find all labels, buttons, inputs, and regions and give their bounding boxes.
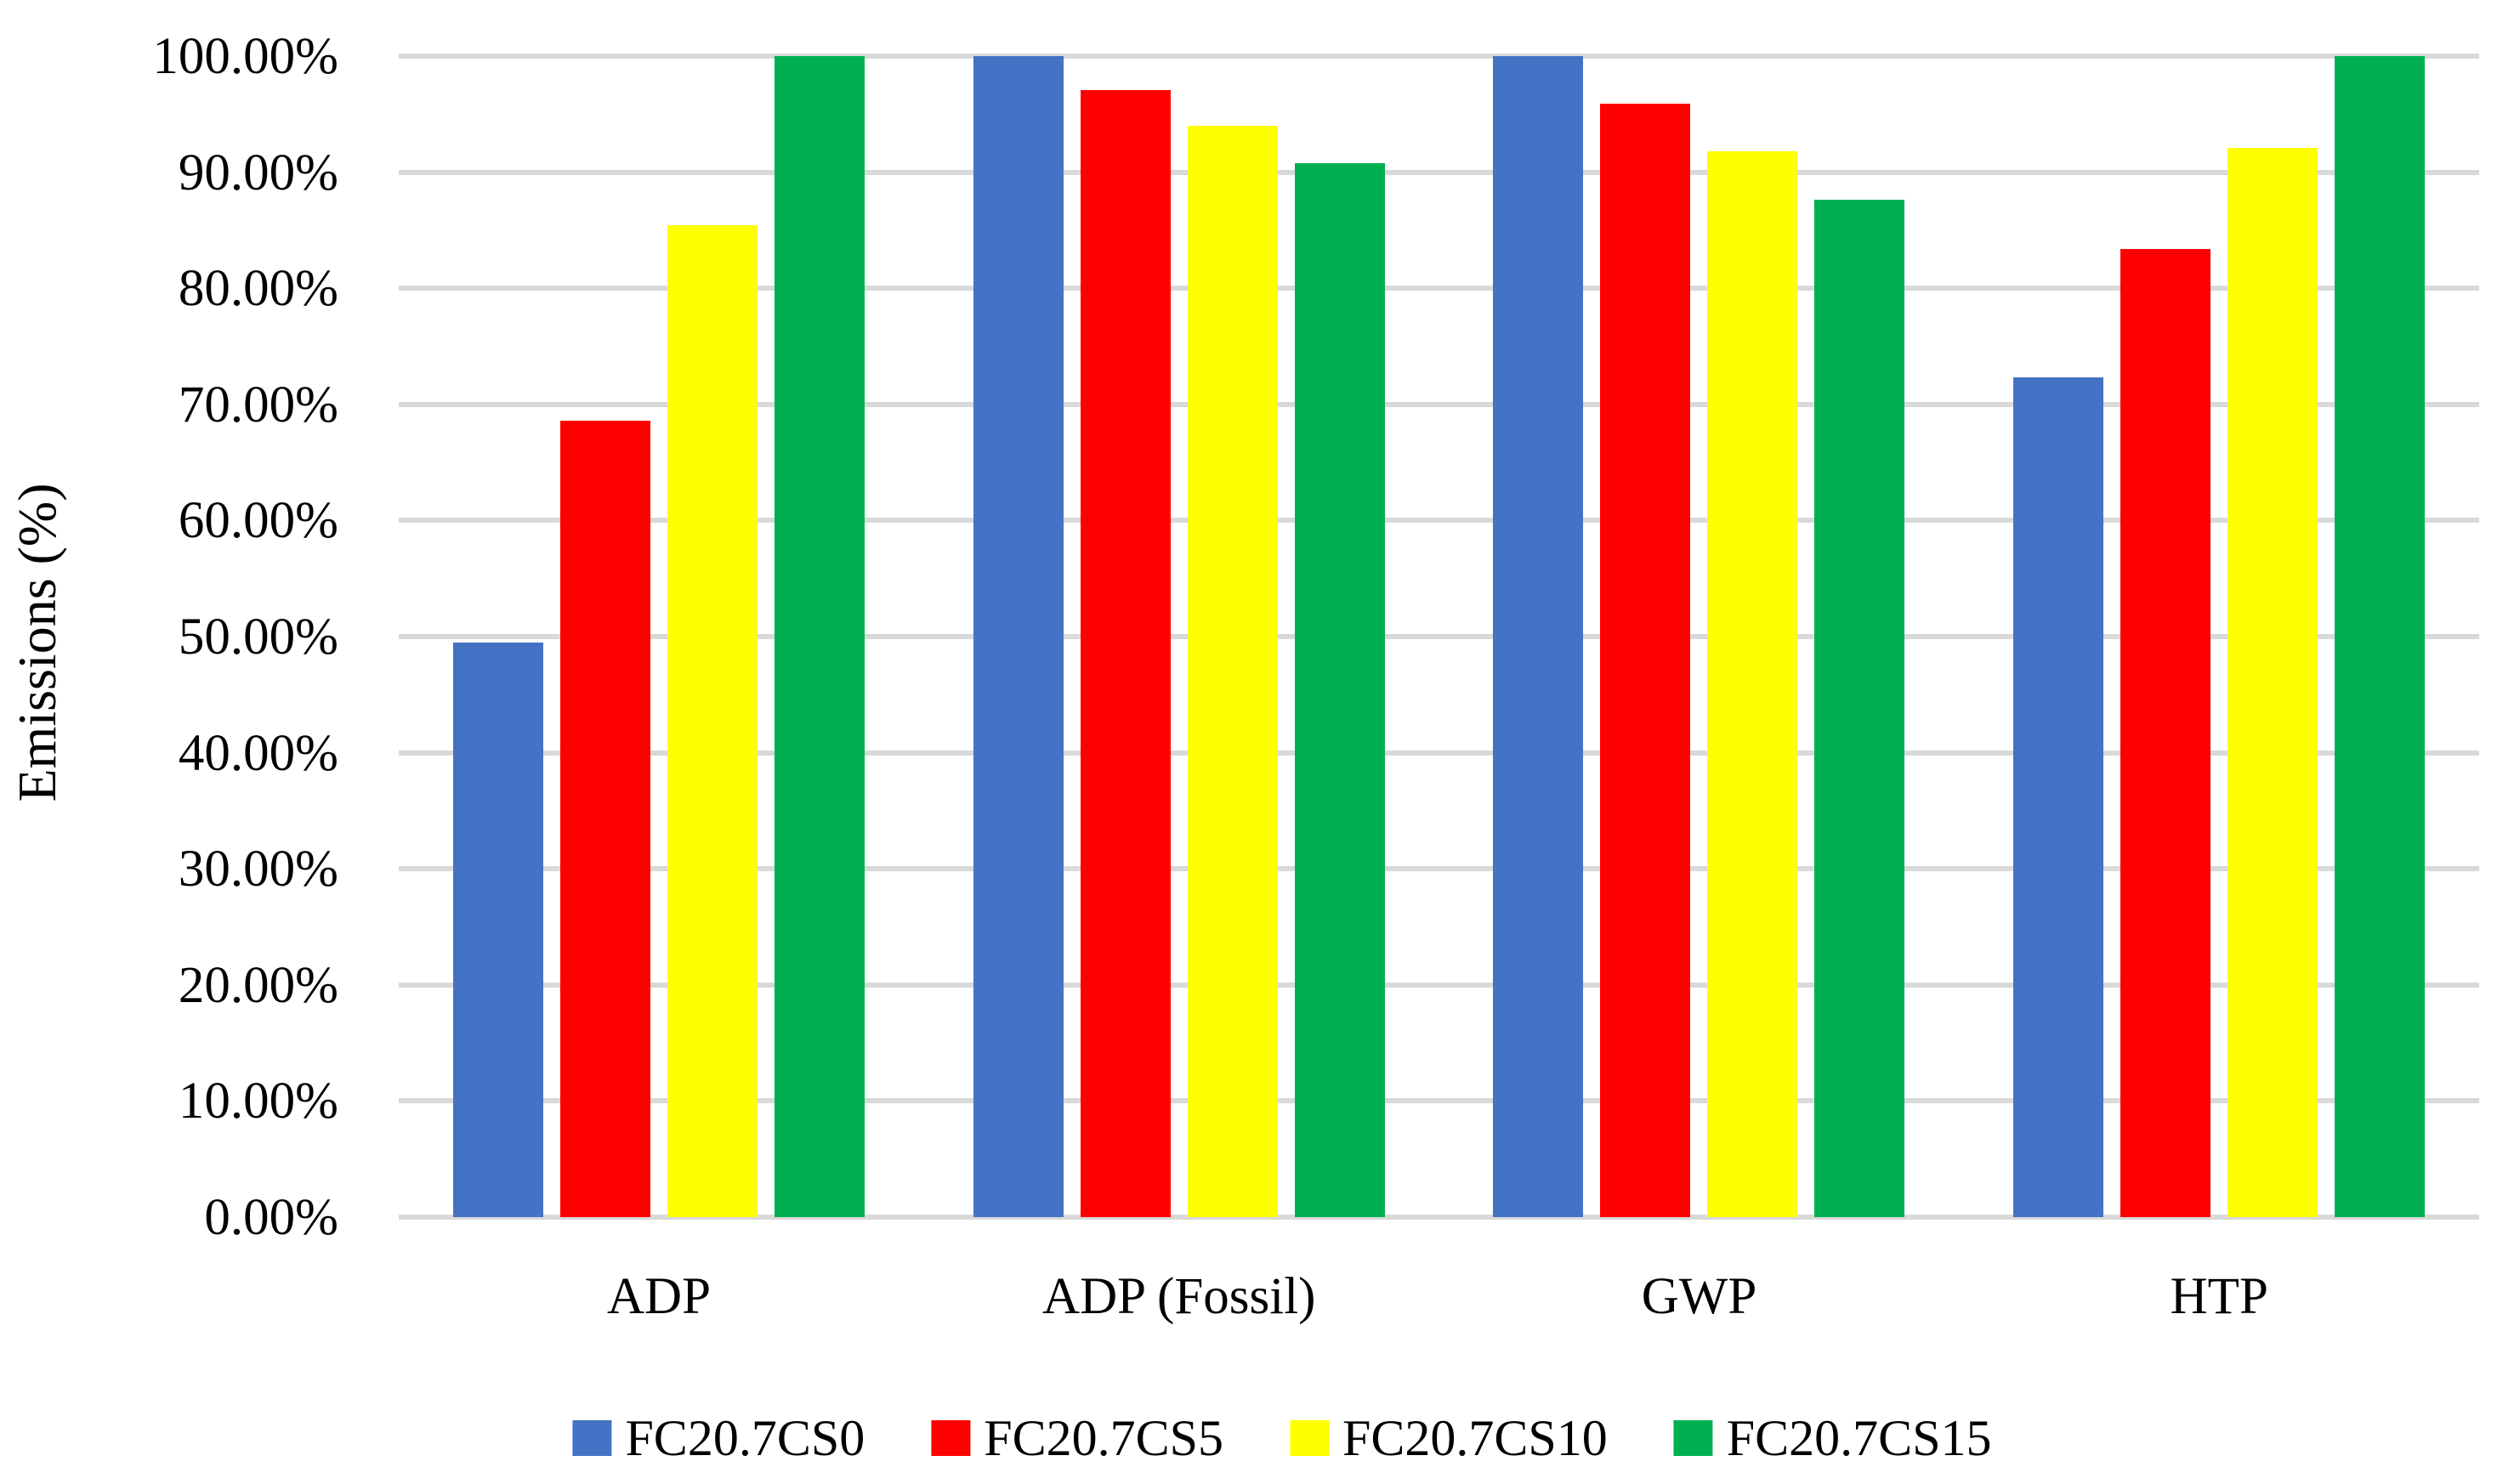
- legend-swatch-icon: [1290, 1420, 1329, 1456]
- bar-htp-fc20-7cs15: [2335, 56, 2426, 1217]
- bar-adp-fc20-7cs10: [667, 225, 758, 1217]
- bar-gwp-fc20-7cs0: [1493, 56, 1584, 1217]
- y-tick-label-70: 70.00%: [178, 376, 338, 433]
- y-tick-label-50: 50.00%: [178, 609, 338, 666]
- bar-htp-fc20-7cs10: [2227, 147, 2318, 1217]
- gridline-10: [399, 1098, 2479, 1104]
- y-tick-label-30: 30.00%: [178, 841, 338, 898]
- bar-adp-fossil-fc20-7cs10: [1187, 125, 1278, 1217]
- legend-item-fc20-7cs0: FC20.7CS0: [572, 1413, 865, 1464]
- bar-adp-fossil-fc20-7cs15: [1294, 162, 1385, 1217]
- gridline-30: [399, 866, 2479, 872]
- bar-adp-fc20-7cs15: [774, 56, 865, 1217]
- x-category-label-adp: ADP: [606, 1268, 712, 1325]
- legend-swatch-icon: [931, 1420, 971, 1456]
- legend-swatch-icon: [572, 1420, 612, 1456]
- legend-label: FC20.7CS5: [984, 1410, 1223, 1466]
- y-tick-label-10: 10.00%: [178, 1073, 338, 1130]
- y-tick-label-100: 100.00%: [152, 28, 338, 85]
- x-category-label-adp-fossil: ADP (Fossil): [1042, 1268, 1316, 1325]
- x-category-label-gwp: GWP: [1641, 1268, 1757, 1325]
- bar-adp-fossil-fc20-7cs0: [973, 56, 1064, 1217]
- gridline-70: [399, 401, 2479, 407]
- gridline-50: [399, 634, 2479, 639]
- y-tick-label-90: 90.00%: [178, 144, 338, 201]
- x-category-label-htp: HTP: [2170, 1268, 2268, 1325]
- gridline-80: [399, 286, 2479, 292]
- legend: FC20.7CS0 FC20.7CS5 FC20.7CS10 FC20.7CS15: [572, 1410, 1992, 1466]
- y-tick-label-60: 60.00%: [178, 492, 338, 550]
- legend-label: FC20.7CS0: [625, 1410, 865, 1466]
- y-tick-label-80: 80.00%: [178, 260, 338, 318]
- y-tick-label-20: 20.00%: [178, 956, 338, 1014]
- bar-gwp-fc20-7cs5: [1600, 104, 1691, 1217]
- legend-item-fc20-7cs5: FC20.7CS5: [931, 1413, 1223, 1464]
- legend-label: FC20.7CS15: [1726, 1410, 1992, 1466]
- bar-gwp-fc20-7cs15: [1814, 200, 1905, 1217]
- bar-gwp-fc20-7cs10: [1707, 151, 1798, 1217]
- legend-item-fc20-7cs10: FC20.7CS10: [1290, 1413, 1608, 1464]
- bar-htp-fc20-7cs0: [2013, 377, 2104, 1217]
- gridline-90: [399, 169, 2479, 175]
- gridline-0: [399, 1215, 2479, 1220]
- gridline-40: [399, 750, 2479, 756]
- gridline-100: [399, 54, 2479, 59]
- bar-adp-fc20-7cs5: [559, 420, 650, 1217]
- gridline-20: [399, 982, 2479, 988]
- bar-adp-fossil-fc20-7cs5: [1080, 89, 1171, 1217]
- legend-item-fc20-7cs15: FC20.7CS15: [1673, 1410, 1992, 1466]
- y-tick-label-40: 40.00%: [178, 724, 338, 782]
- legend-label: FC20.7CS10: [1342, 1410, 1608, 1466]
- legend-swatch-icon: [1673, 1420, 1713, 1456]
- gridline-60: [399, 518, 2479, 524]
- bar-adp-fc20-7cs0: [452, 642, 543, 1217]
- bar-htp-fc20-7cs5: [2120, 248, 2211, 1217]
- y-tick-label-0: 0.00%: [204, 1189, 338, 1246]
